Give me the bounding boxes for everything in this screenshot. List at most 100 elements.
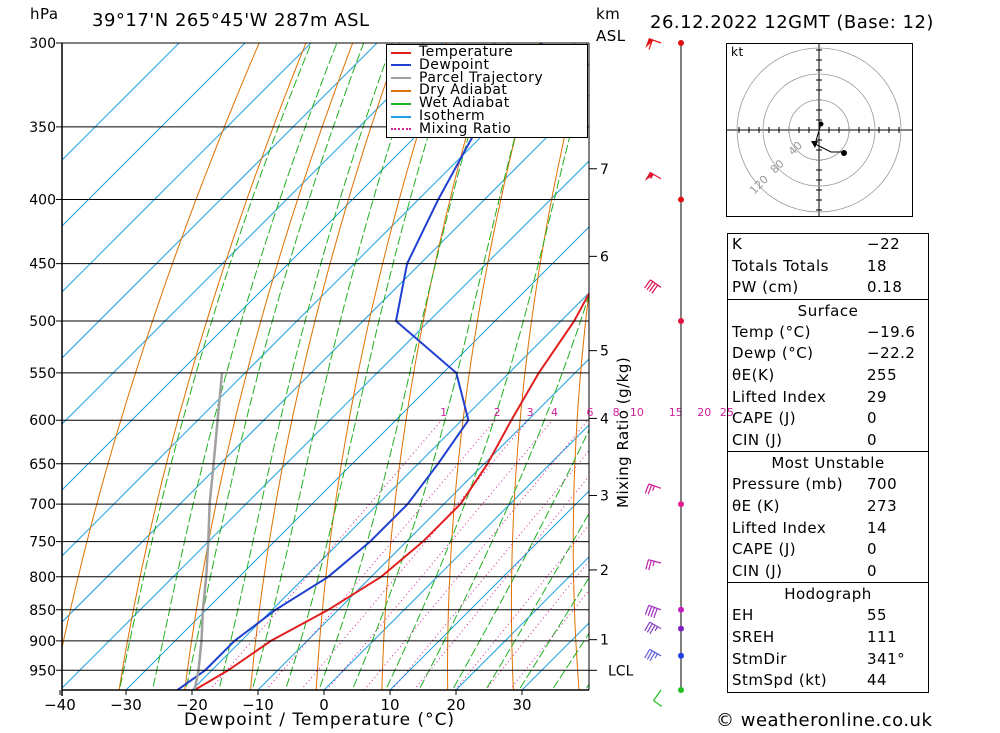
isotherm-line bbox=[62, 43, 378, 359]
mixing-ratio-line bbox=[265, 419, 496, 690]
stats-label: CAPE (J) bbox=[732, 540, 797, 559]
stats-section: Hodograph EH 55 SREH 111 StmDir 341° StmSpd (kt… bbox=[728, 582, 928, 691]
legend-item: Isotherm bbox=[391, 109, 485, 123]
datetime-title: 26.12.2022 12GMT (Base: 12) bbox=[650, 12, 934, 33]
stats-value: 0 bbox=[867, 561, 878, 580]
km-tick-label: 1 bbox=[600, 633, 609, 649]
hodograph-ring bbox=[762, 73, 876, 187]
mixing-ratio-label: 1 bbox=[440, 406, 447, 419]
stats-label: Lifted Index bbox=[732, 518, 827, 537]
legend-swatch bbox=[391, 102, 411, 105]
legend-item: Parcel Trajectory bbox=[391, 69, 544, 86]
lcl-label: LCL bbox=[608, 663, 634, 679]
legend-label: Wet Adiabat bbox=[419, 95, 510, 112]
stats-section-title: Hodograph bbox=[784, 585, 872, 604]
isotherm-line bbox=[62, 43, 312, 293]
mixing-ratio-line bbox=[209, 419, 443, 690]
dry-adiabat-line bbox=[958, 41, 1000, 690]
pressure-tick-label: 750 bbox=[29, 535, 56, 551]
stats-row: StmDir 341° bbox=[728, 649, 928, 671]
mixing-ratio-line bbox=[485, 560, 589, 690]
isotherm-line bbox=[62, 43, 180, 161]
wind-barb bbox=[645, 559, 662, 571]
dry-adiabat-line bbox=[510, 43, 588, 690]
stats-row: SREH 111 bbox=[728, 627, 928, 649]
x-tick-label: 0 bbox=[319, 696, 329, 714]
legend-label: Dry Adiabat bbox=[419, 82, 508, 99]
hodograph-ring bbox=[736, 47, 902, 213]
hodograph-storm-marker bbox=[811, 141, 818, 148]
stats-row: θE(K) 255 bbox=[728, 365, 928, 387]
stats-row: CAPE (J) 0 bbox=[728, 408, 928, 430]
wet-adiabat-line bbox=[185, 43, 365, 690]
km-tick-label: 6 bbox=[600, 249, 609, 265]
legend: Temperature Dewpoint Parcel Trajectory Dry … bbox=[386, 44, 588, 138]
stats-label: CIN (J) bbox=[732, 561, 783, 580]
km-tick-label: 7 bbox=[600, 162, 609, 178]
isotherm-line bbox=[323, 424, 589, 690]
stats-value: 44 bbox=[867, 671, 888, 690]
legend-label: Temperature bbox=[419, 44, 514, 60]
stats-row: Lifted Index 14 bbox=[728, 518, 928, 540]
x-tick-label: 30 bbox=[512, 696, 531, 714]
stats-label: Temp (°C) bbox=[732, 322, 811, 341]
stats-value: 273 bbox=[867, 496, 898, 515]
wind-barb bbox=[644, 279, 662, 294]
x-tick-label: −40 bbox=[44, 696, 76, 714]
stats-label: StmSpd (kt) bbox=[732, 671, 828, 690]
wet-adiabat-line bbox=[485, 512, 589, 690]
mixing-ratio-label: 25 bbox=[720, 406, 734, 419]
mixing-ratio-label: 8 bbox=[613, 406, 620, 419]
stats-row: Totals Totals 18 bbox=[728, 256, 928, 278]
dry-adiabat-line bbox=[62, 43, 260, 651]
stats-label: Pressure (mb) bbox=[732, 475, 844, 494]
pressure-tick-label: 950 bbox=[29, 663, 56, 679]
pressure-tick-label: 900 bbox=[29, 634, 56, 650]
pressure-tick-label: 500 bbox=[29, 314, 56, 330]
stats-value: 341° bbox=[867, 649, 906, 668]
stats-label: CIN (J) bbox=[732, 430, 783, 449]
legend-label: Dewpoint bbox=[419, 56, 490, 73]
legend-swatch bbox=[391, 77, 411, 80]
legend-item: Dry Adiabat bbox=[391, 82, 508, 99]
dry-adiabat-line bbox=[184, 43, 354, 690]
stats-section: K −22 Totals Totals 18 PW (cm) 0.18 bbox=[728, 234, 928, 299]
wind-level-dot bbox=[678, 501, 684, 508]
hodograph-ring bbox=[788, 99, 850, 161]
legend-label: Parcel Trajectory bbox=[419, 69, 544, 86]
stats-table: K −22 Totals Totals 18 PW (cm) 0.18 Surface Tem… bbox=[727, 233, 929, 693]
isotherm-line bbox=[62, 94, 589, 623]
stats-value: 29 bbox=[867, 387, 888, 406]
hodograph-unit-label: kt bbox=[731, 45, 744, 59]
x-tick-label: −10 bbox=[242, 696, 274, 714]
pressure-tick-label: 700 bbox=[29, 497, 56, 513]
stats-row: Temp (°C) −19.6 bbox=[728, 322, 928, 344]
stats-value: 0 bbox=[867, 540, 878, 559]
dry-adiabat-line bbox=[446, 43, 541, 690]
stats-row: CIN (J) 0 bbox=[728, 561, 928, 583]
x-tick-label: −30 bbox=[110, 696, 142, 714]
hodograph-start-point bbox=[818, 121, 824, 127]
copyright-text: © weatheronline.co.uk bbox=[716, 710, 933, 731]
isotherm-line bbox=[62, 43, 510, 491]
wind-barb bbox=[645, 37, 662, 50]
stats-value: 0 bbox=[867, 430, 878, 449]
parcel-trajectory-profile bbox=[193, 372, 224, 690]
mixing-ratio-line bbox=[363, 419, 589, 690]
km-tick-label: 3 bbox=[600, 488, 609, 504]
hodograph-end-point bbox=[841, 150, 847, 156]
stats-section: Most Unstable Pressure (mb) 700 θE (K) 273 Li… bbox=[728, 451, 928, 582]
stats-value: 255 bbox=[867, 365, 898, 384]
stats-label: θE(K) bbox=[732, 365, 775, 384]
stats-label: StmDir bbox=[732, 649, 787, 668]
wind-barb bbox=[644, 648, 662, 662]
wind-barb bbox=[644, 171, 662, 181]
stats-value: 55 bbox=[867, 606, 888, 625]
stats-value: 18 bbox=[867, 256, 888, 275]
x-tick-label: −20 bbox=[176, 696, 208, 714]
mixing-ratio-label: 4 bbox=[551, 406, 558, 419]
pressure-tick-label: 600 bbox=[29, 413, 56, 429]
mixing-ratio-label: 2 bbox=[494, 406, 501, 419]
pressure-tick-label: 450 bbox=[29, 257, 56, 273]
